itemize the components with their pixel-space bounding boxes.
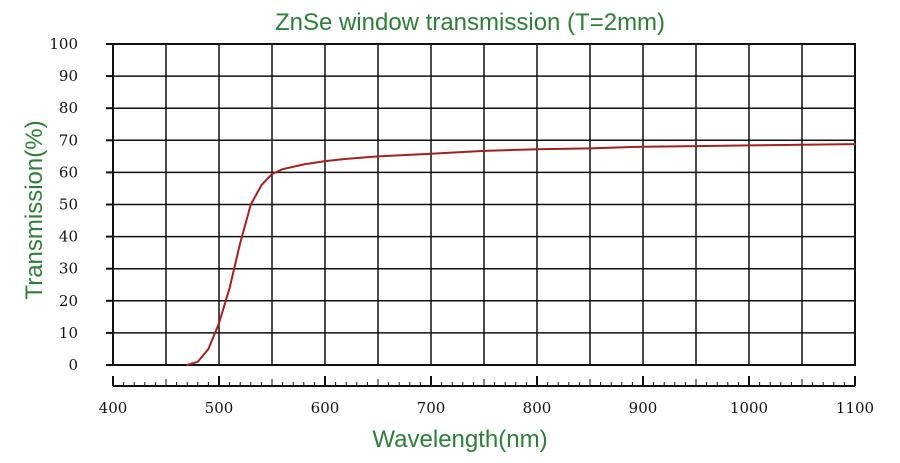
x-tick-label: 400 — [99, 399, 128, 417]
x-tick-label: 600 — [311, 399, 340, 417]
series-layer — [186, 143, 856, 366]
chart-title: ZnSe window transmission (T=2mm) — [275, 9, 665, 36]
y-tick-label: 100 — [49, 35, 78, 53]
y-tick-label: 90 — [59, 67, 78, 85]
x-tick-label: 800 — [523, 399, 552, 417]
x-tick-label: 1000 — [730, 399, 768, 417]
x-tick-label: 1100 — [836, 399, 874, 417]
y-tick-label: 70 — [59, 131, 78, 149]
y-tick-label: 40 — [59, 228, 78, 246]
y-axis-label: Transmission(%) — [21, 120, 48, 299]
y-tick-label: 20 — [59, 292, 78, 310]
ticks-layer: 0 10 20 30 40 50 60 70 80 90 100 400 500 600 700 800 900… — [49, 35, 874, 417]
grid-layer — [112, 43, 856, 366]
y-tick-label: 50 — [59, 196, 78, 214]
y-tick-label: 30 — [59, 260, 78, 278]
y-tick-label: 10 — [59, 324, 78, 342]
y-tick-label: 60 — [59, 163, 78, 181]
x-axis-label: Wavelength(nm) — [372, 426, 547, 453]
x-tick-label: 900 — [629, 399, 658, 417]
y-tick-label: 80 — [59, 99, 78, 117]
series-line-1 — [186, 143, 856, 366]
x-tick-label: 500 — [205, 399, 234, 417]
y-tick-label: 0 — [68, 356, 78, 374]
x-tick-label: 700 — [417, 399, 446, 417]
